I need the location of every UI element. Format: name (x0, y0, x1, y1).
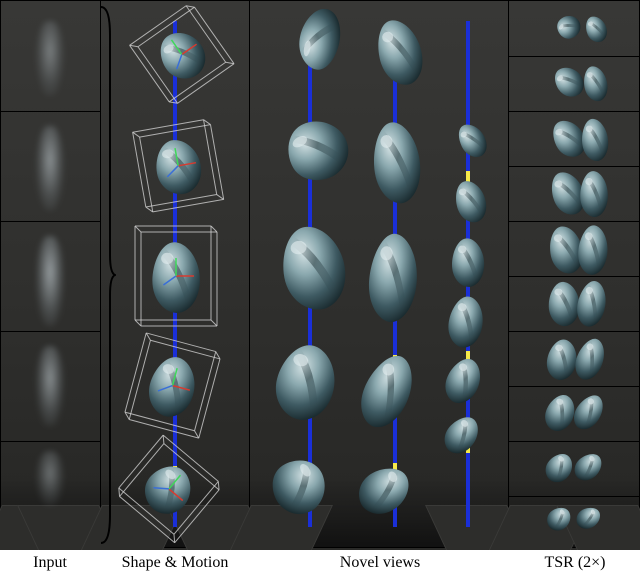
motion-blur-streak (36, 236, 64, 326)
droplet-icon (434, 348, 494, 413)
droplet-icon (446, 173, 495, 229)
droplet-icon (363, 7, 436, 94)
droplet-icon (578, 61, 614, 106)
caption-row: Input Shape & Motion Novel views TSR (2×… (0, 550, 640, 576)
droplet-icon (433, 404, 491, 463)
frame-separator (509, 331, 639, 332)
column-novel-views (250, 1, 509, 547)
droplet-icon (358, 223, 428, 328)
droplet-icon (144, 130, 212, 201)
droplet-icon (448, 115, 496, 166)
caption-tsr: TSR (2×) (510, 554, 640, 572)
droplet-icon (572, 219, 615, 278)
droplet-icon (145, 236, 207, 316)
frame-separator (509, 56, 639, 57)
frame-separator (1, 441, 100, 442)
motion-blur-streak (36, 21, 64, 96)
frame-separator (1, 111, 100, 112)
motion-blur-streak (36, 451, 64, 506)
droplet-icon (576, 167, 612, 219)
brace-icon (98, 5, 116, 545)
droplet-icon (135, 345, 209, 426)
droplet-icon (290, 0, 348, 82)
caption-shape: Shape & Motion (100, 554, 250, 572)
column-shape-motion (101, 1, 251, 547)
caption-novel: Novel views (250, 554, 510, 572)
droplet-icon (266, 212, 361, 319)
frame-separator (509, 276, 639, 277)
column-tsr (509, 1, 639, 547)
caption-input: Input (0, 554, 100, 572)
droplet-icon (576, 114, 614, 165)
frame-separator (509, 496, 639, 497)
column-input (1, 1, 101, 547)
droplet-icon (144, 16, 221, 93)
figure (0, 0, 640, 548)
droplet-icon (266, 100, 368, 198)
frame-separator (509, 441, 639, 442)
droplet-icon (579, 10, 614, 47)
frame-separator (1, 221, 100, 222)
frame-separator (509, 386, 639, 387)
droplet-icon (259, 330, 353, 432)
droplet-icon (447, 234, 489, 289)
droplet-icon (440, 288, 493, 353)
droplet-icon (344, 339, 432, 441)
motion-blur-streak (36, 126, 64, 211)
frame-separator (1, 331, 100, 332)
droplet-icon (363, 112, 431, 209)
motion-blur-streak (36, 346, 64, 426)
